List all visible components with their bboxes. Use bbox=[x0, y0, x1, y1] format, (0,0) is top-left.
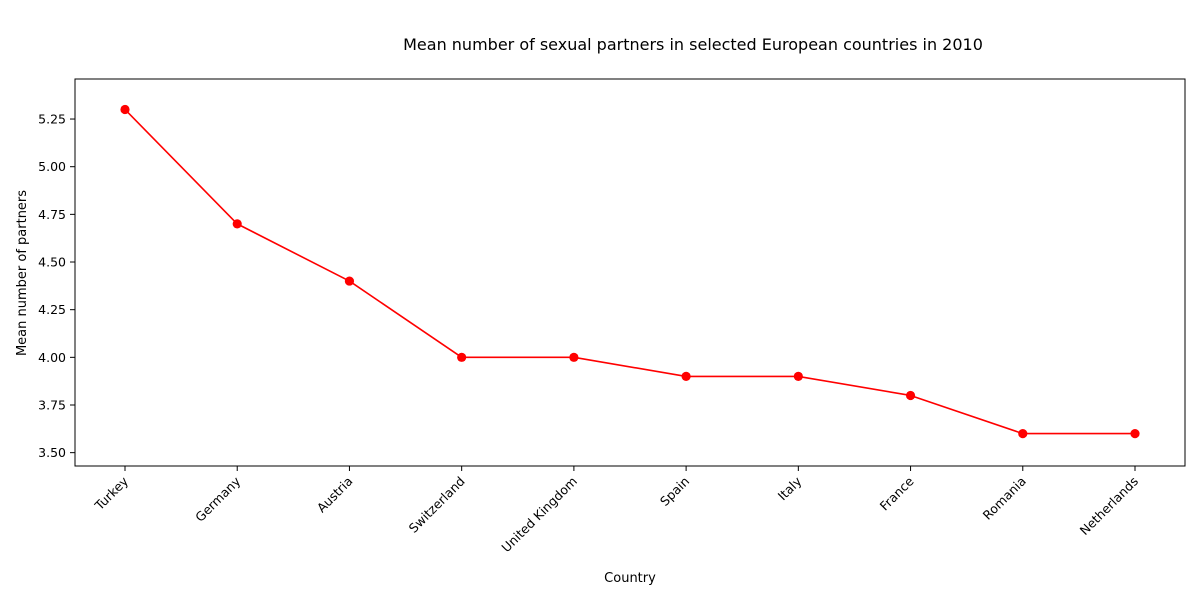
data-point bbox=[681, 371, 691, 381]
data-point bbox=[1130, 428, 1140, 439]
y-tick-label: 3.75 bbox=[38, 397, 66, 412]
x-tick-label: Germany bbox=[192, 473, 244, 525]
y-tick-label: 4.50 bbox=[38, 255, 66, 270]
data-point bbox=[793, 371, 803, 381]
y-axis-label: Mean number of partners bbox=[15, 190, 30, 356]
series-layer bbox=[120, 104, 1140, 439]
data-point bbox=[457, 352, 467, 362]
plot-area-frame bbox=[74, 78, 1186, 467]
y-tick-label: 4.25 bbox=[38, 302, 66, 317]
y-tick-label: 5.25 bbox=[38, 112, 66, 127]
data-point bbox=[120, 104, 130, 115]
x-tick-label: Spain bbox=[657, 474, 692, 509]
x-tick-label: Italy bbox=[775, 473, 805, 503]
x-tick-label: Netherlands bbox=[1077, 474, 1141, 538]
y-tick-label: 5.00 bbox=[38, 159, 66, 174]
chart-title: Mean number of sexual partners in select… bbox=[403, 35, 983, 54]
data-point bbox=[232, 219, 242, 229]
x-tick-label: Switzerland bbox=[406, 474, 468, 536]
x-tick-label: Austria bbox=[314, 474, 356, 516]
x-tick-label: France bbox=[877, 473, 917, 513]
data-point bbox=[569, 352, 579, 362]
data-point bbox=[344, 276, 355, 286]
y-tick-label: 3.50 bbox=[38, 445, 66, 460]
series-line bbox=[124, 108, 1135, 435]
x-tick-label: United Kingdom bbox=[498, 474, 580, 556]
y-tick-label: 4.00 bbox=[38, 350, 66, 365]
y-axis-ticks: 3.50 3.75 4.00 4.25 4.50 4.75 5.00 5.25 bbox=[38, 112, 75, 460]
x-tick-label: Turkey bbox=[91, 473, 132, 514]
x-axis-label: Country bbox=[604, 571, 656, 586]
x-tick-label: Romania bbox=[980, 474, 1029, 523]
x-axis-ticks: Turkey Germany Austria Switzerland United Ki… bbox=[91, 466, 1141, 555]
data-point bbox=[905, 390, 916, 401]
y-tick-label: 4.75 bbox=[38, 207, 66, 222]
data-point bbox=[1018, 428, 1028, 439]
